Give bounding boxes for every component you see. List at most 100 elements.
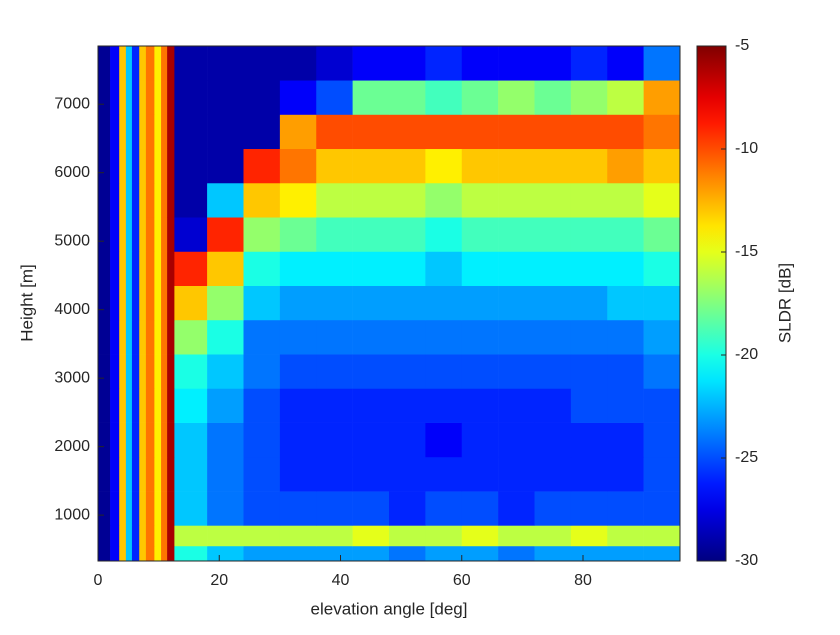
heatmap-cell xyxy=(425,319,463,355)
heatmap-cell xyxy=(570,217,608,252)
colorbar-tick-label: -20 xyxy=(735,346,758,363)
heatmap-cell xyxy=(534,422,572,458)
heatmap-cell xyxy=(145,217,155,252)
heatmap-cell xyxy=(279,491,317,526)
heatmap-cell xyxy=(119,491,127,526)
heatmap-cell xyxy=(207,148,244,184)
heatmap-cell xyxy=(607,491,644,526)
heatmap-cell xyxy=(243,422,281,458)
heatmap-cell xyxy=(161,114,168,150)
heatmap-cell xyxy=(570,182,608,218)
heatmap-cell xyxy=(119,251,127,286)
y-tick-label: 3000 xyxy=(54,369,90,386)
heatmap-cell xyxy=(316,217,353,252)
heatmap-cell xyxy=(139,285,147,321)
heatmap-cell xyxy=(534,80,572,115)
heatmap-cell xyxy=(174,80,208,115)
heatmap-cell xyxy=(167,80,175,115)
heatmap-cell xyxy=(352,148,390,184)
heatmap-cell xyxy=(167,422,175,458)
heatmap-cell xyxy=(425,182,463,218)
heatmap-cell xyxy=(154,148,162,184)
heatmap-cell xyxy=(125,251,133,286)
heatmap-cell xyxy=(139,251,147,286)
heatmap-cell xyxy=(98,525,111,547)
heatmap-cell xyxy=(125,491,133,526)
heatmap-cell xyxy=(139,525,147,547)
heatmap-cell xyxy=(570,422,608,458)
heatmap-cell xyxy=(167,354,175,389)
heatmap-cell xyxy=(174,148,208,184)
heatmap-cell xyxy=(461,354,499,389)
heatmap-cell xyxy=(643,148,681,184)
colorbar-tick-label: -30 xyxy=(735,552,758,569)
x-tick-label: 60 xyxy=(453,572,471,589)
heatmap-cell xyxy=(643,319,681,355)
heatmap-cell xyxy=(389,491,426,526)
heatmap-cell xyxy=(607,422,644,458)
heatmap-cell xyxy=(498,354,535,389)
heatmap-cell xyxy=(279,525,317,547)
heatmap-cell xyxy=(607,545,644,562)
heatmap-cell xyxy=(131,148,140,184)
heatmap-cell xyxy=(425,491,463,526)
heatmap-cell xyxy=(570,319,608,355)
heatmap-cell xyxy=(98,354,111,389)
heatmap-cell xyxy=(389,525,426,547)
heatmap-cell xyxy=(352,545,390,562)
heatmap-cell xyxy=(110,285,120,321)
heatmap-cell xyxy=(316,545,353,562)
heatmap-cell xyxy=(316,388,353,423)
heatmap-cell xyxy=(425,525,463,547)
heatmap-cell xyxy=(498,114,535,150)
heatmap-cell xyxy=(139,354,147,389)
heatmap-cell xyxy=(98,114,111,150)
heatmap-cell xyxy=(243,388,281,423)
heatmap-cell xyxy=(316,354,353,389)
heatmap-cell xyxy=(154,319,162,355)
heatmap-cell xyxy=(139,46,147,81)
heatmap-cell xyxy=(425,217,463,252)
heatmap-cell xyxy=(316,251,353,286)
heatmap-cell xyxy=(570,525,608,547)
heatmap-cell xyxy=(110,251,120,286)
heatmap-cell xyxy=(119,545,127,562)
heatmap-cell xyxy=(125,319,133,355)
heatmap-cell xyxy=(389,285,426,321)
heatmap-cell xyxy=(498,217,535,252)
heatmap-cell xyxy=(534,388,572,423)
heatmap-cell xyxy=(161,354,168,389)
heatmap-cell xyxy=(125,285,133,321)
heatmap-cell xyxy=(161,148,168,184)
heatmap-cell xyxy=(154,422,162,458)
heatmap-cell xyxy=(352,319,390,355)
x-axis-label: elevation angle [deg] xyxy=(311,599,468,618)
heatmap-cell xyxy=(643,388,681,423)
heatmap-cell xyxy=(316,285,353,321)
heatmap-cell xyxy=(534,545,572,562)
heatmap-cell xyxy=(570,80,608,115)
heatmap-cell xyxy=(243,545,281,562)
heatmap-cell xyxy=(243,354,281,389)
heatmap-cell xyxy=(125,422,133,458)
heatmap-cell xyxy=(607,114,644,150)
heatmap-cell xyxy=(145,46,155,81)
heatmap-cell xyxy=(461,545,499,562)
heatmap-cell xyxy=(461,217,499,252)
heatmap-cell xyxy=(110,217,120,252)
heatmap-cell xyxy=(279,148,317,184)
y-tick-label: 2000 xyxy=(54,438,90,455)
heatmap-cell xyxy=(279,114,317,150)
heatmap-cell xyxy=(352,285,390,321)
heatmap-cell xyxy=(161,491,168,526)
heatmap-cell xyxy=(243,525,281,547)
heatmap-cell xyxy=(279,285,317,321)
heatmap-cell xyxy=(643,545,681,562)
heatmap-cell xyxy=(425,46,463,81)
heatmap-cell xyxy=(352,182,390,218)
heatmap-cell xyxy=(131,285,140,321)
heatmap-cell xyxy=(243,148,281,184)
heatmap-cell xyxy=(279,80,317,115)
heatmap-cell xyxy=(643,456,681,492)
heatmap-cell xyxy=(389,148,426,184)
